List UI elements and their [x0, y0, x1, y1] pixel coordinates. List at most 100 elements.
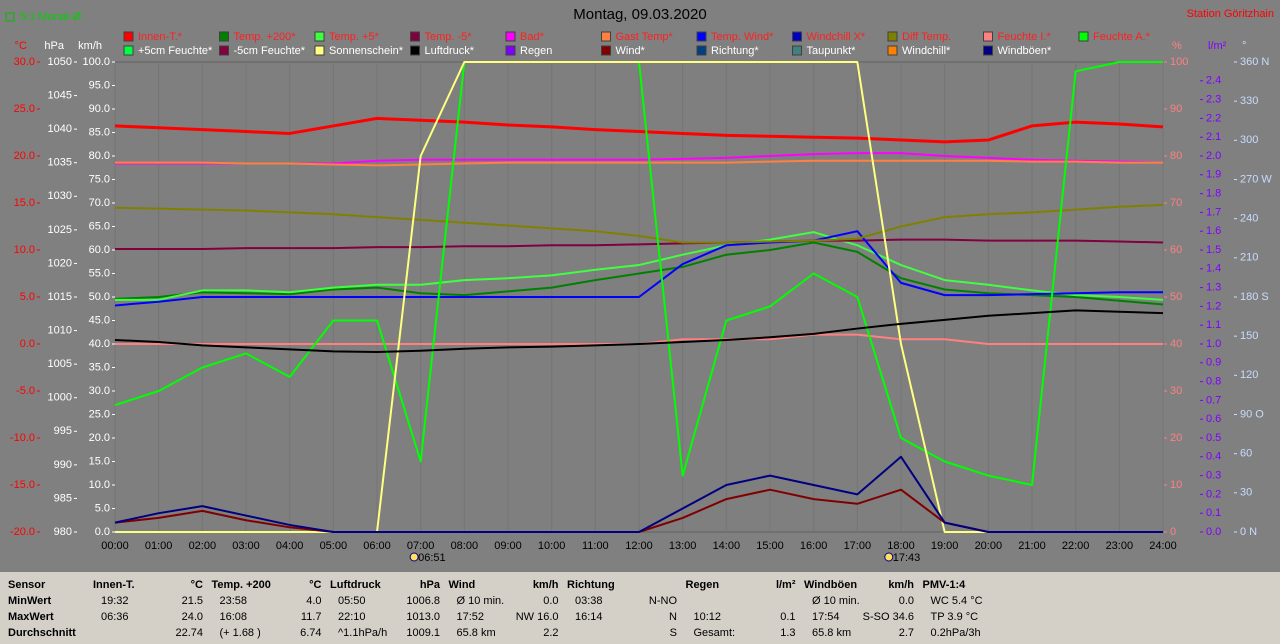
y-tick-label: 80.0	[89, 150, 110, 162]
column-title: Wind	[448, 579, 476, 591]
y-tick-label: 0.6	[1206, 413, 1221, 425]
y-tick-label: 60	[1170, 244, 1182, 256]
column-unit: hPa	[419, 579, 440, 591]
column-unit: km/h	[532, 579, 559, 591]
series-line	[114, 230, 1163, 307]
x-tick-label: 11:00	[582, 540, 609, 552]
legend-label: Windböen*	[998, 45, 1053, 57]
y-tick-label: 30.0	[89, 385, 110, 397]
y-tick-label: 10.0	[89, 479, 110, 491]
y-tick-label: 65.0	[89, 220, 110, 232]
legend-label: Temp. +5*	[329, 31, 380, 43]
legend-swatch	[314, 45, 325, 56]
column-unit: l/m²	[775, 579, 796, 591]
legend-label: Gast Temp*	[616, 31, 674, 43]
series-line	[114, 455, 1163, 533]
row-label: Sensor	[8, 579, 46, 591]
legend-label: Taupunkt*	[807, 45, 857, 57]
stat-label: 19:32	[101, 595, 129, 607]
series-line	[115, 231, 1164, 301]
stat-value: 0.0	[898, 595, 914, 607]
stat-value: TP 3.9 °C	[930, 611, 979, 623]
y-tick-label: 0.3	[1206, 470, 1221, 482]
stat-value: S	[669, 627, 677, 639]
stat-value: WC 5.4 °C	[930, 595, 983, 607]
legend-swatch	[792, 31, 802, 42]
y-tick-label: 1035	[48, 157, 72, 169]
x-tick-label: 02:00	[189, 540, 217, 552]
stat-label: 16:08	[219, 611, 248, 623]
stat-value: 2.2	[543, 627, 559, 639]
column-title: Richtung	[567, 579, 615, 591]
stat-label: 17:54	[812, 611, 840, 623]
stat-value: 11.7	[300, 611, 322, 623]
column-title: PMV-1:4	[922, 579, 966, 591]
y-tick-label: 0.0	[20, 338, 35, 350]
axis-unit: °	[1242, 40, 1246, 52]
y-tick-label: 0.2	[1206, 488, 1221, 500]
y-tick-label: 1.1	[1206, 319, 1221, 331]
column-title: Regen	[685, 579, 720, 591]
stat-label: 16:14	[575, 611, 603, 623]
y-tick-label: 1030	[48, 190, 72, 202]
legend-label: Temp. Wind*	[711, 31, 774, 43]
x-tick-label: 07:00	[407, 540, 435, 552]
y-tick-label: 80	[1170, 150, 1182, 162]
legend-swatch	[887, 31, 898, 42]
axis-unit: l/m²	[1208, 40, 1227, 52]
legend-label: -5cm Feuchte*	[234, 45, 306, 57]
stat-label: 65.8 km	[456, 627, 496, 639]
y-tick-label: 995	[54, 425, 72, 437]
legend-swatch	[696, 31, 707, 42]
stat-label: 10:12	[693, 611, 722, 623]
series-line	[115, 159, 1163, 167]
y-tick-label: 40.0	[89, 338, 110, 350]
legend-swatch	[314, 31, 325, 42]
y-tick-label: 5.0	[20, 291, 35, 303]
y-tick-label: 0.7	[1206, 394, 1221, 406]
column-title: Luftdruck	[330, 579, 381, 591]
y-tick-label: 35.0	[89, 361, 110, 373]
y-tick-label: 990	[54, 459, 72, 471]
legend-label: Sonnenschein*	[329, 45, 404, 57]
y-tick-label: 1.9	[1206, 169, 1221, 181]
x-tick-label: 15:00	[756, 540, 784, 552]
row-label: Durchschnitt	[8, 627, 76, 639]
y-tick-label: 0	[1170, 526, 1176, 538]
legend-label: Feuchte I.*	[998, 31, 1052, 43]
y-tick-label: 25.0	[89, 408, 110, 420]
y-tick-label: 75.0	[89, 173, 110, 185]
x-tick-label: 06:00	[363, 540, 391, 552]
legend-swatch	[601, 31, 611, 42]
y-tick-label: 45.0	[89, 314, 110, 326]
y-tick-label: 1.0	[1206, 338, 1221, 350]
y-tick-label: 0.9	[1206, 357, 1221, 369]
series-line	[114, 241, 1164, 306]
sunset-label: 17:43	[893, 552, 921, 564]
y-tick-label: 30.0	[14, 56, 35, 68]
x-tick-label: 21:00	[1018, 540, 1046, 552]
station: Station Göritzhain	[1187, 8, 1274, 20]
y-tick-label: -20.0	[10, 526, 35, 538]
y-tick-label: 55.0	[89, 267, 110, 279]
x-tick-label: 03:00	[232, 540, 260, 552]
legend-swatch	[219, 31, 229, 42]
y-tick-label: 30	[1170, 385, 1182, 397]
y-tick-label: 330	[1240, 95, 1258, 107]
y-tick-label: 25.0	[14, 103, 35, 115]
chart: 5:1 Monat-Ø Montag, 09.03.2020 Station G…	[5, 5, 1274, 564]
stat-value: 24.0	[181, 611, 203, 623]
y-tick-label: 20.0	[89, 432, 110, 444]
legend-label: Bad*	[520, 31, 545, 43]
x-tick-label: 19:00	[931, 540, 959, 552]
legend-label: Regen	[520, 45, 552, 57]
y-tick-label: 240	[1240, 213, 1258, 225]
legend-label: Temp. +200*	[234, 31, 297, 43]
column-unit: °C	[309, 579, 322, 591]
x-tick-label: 01:00	[145, 540, 173, 552]
column-title: Temp. +200	[211, 579, 271, 591]
y-tick-label: 0.0	[1206, 526, 1221, 538]
y-tick-label: 10.0	[14, 244, 35, 256]
sunset-marker	[884, 552, 894, 562]
